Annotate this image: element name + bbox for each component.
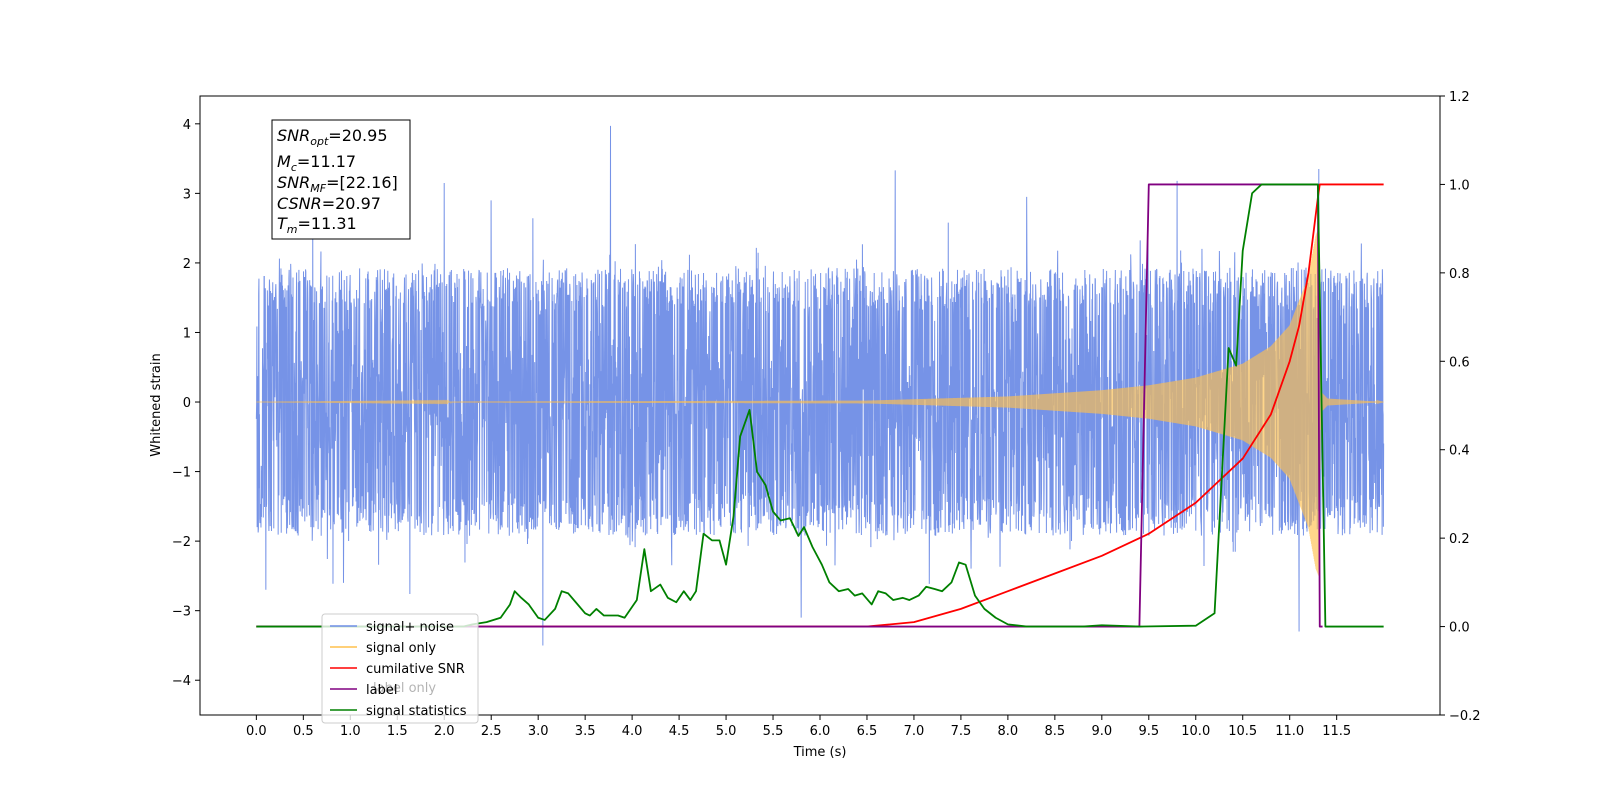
y-tick-label: 2 xyxy=(183,257,191,272)
x-tick-label: 7.0 xyxy=(904,724,925,739)
y-tick-label: −1 xyxy=(172,466,191,481)
legend-frame xyxy=(321,613,479,724)
x-tick-label: 1.0 xyxy=(340,724,361,739)
x-tick-label: 8.0 xyxy=(998,724,1019,739)
y-tick-label: 0 xyxy=(183,396,191,411)
x-tick-label: 11.0 xyxy=(1275,724,1304,739)
legend: label only signal+ noise signal only cumila… xyxy=(321,613,479,724)
info-value: =20.97 xyxy=(322,194,381,213)
info-box-frame xyxy=(271,119,411,240)
x-tick-label: 10.5 xyxy=(1228,724,1257,739)
y2-tick-label: 1.2 xyxy=(1449,90,1470,105)
info-symbol: M xyxy=(277,152,291,171)
x-tick-label: 5.0 xyxy=(716,724,737,739)
x-tick-label: 4.5 xyxy=(669,724,690,739)
legend-label: signal only xyxy=(366,641,436,656)
x-tick-label: 11.5 xyxy=(1322,724,1351,739)
y-tick-label: −4 xyxy=(172,674,191,689)
y2-tick-label: 0.2 xyxy=(1449,532,1470,547)
x-tick-label: 10.0 xyxy=(1181,724,1210,739)
info-value: =20.95 xyxy=(328,126,387,145)
x-tick-label: 8.5 xyxy=(1045,724,1066,739)
x-tick-label: 5.5 xyxy=(763,724,784,739)
x-axis-label: Time (s) xyxy=(793,745,847,760)
info-symbol: SNR xyxy=(277,173,310,192)
y2-tick-label: −0.2 xyxy=(1449,709,1481,724)
info-line: Mc=11.17 xyxy=(277,152,356,174)
info-line: SNRMF=[22.16] xyxy=(277,173,398,195)
x-tick-label: 9.5 xyxy=(1138,724,1159,739)
info-line: SNRopt=20.95 xyxy=(277,126,388,148)
series-layer xyxy=(255,125,1385,646)
info-symbol: SNR xyxy=(277,126,310,145)
info-line: Tm=11.31 xyxy=(277,214,357,236)
y2-tick-label: 0.4 xyxy=(1449,444,1470,459)
x-tick-label: 6.0 xyxy=(810,724,831,739)
x-tick-label: 6.5 xyxy=(857,724,878,739)
y-axis-right: 1.2 1.0 0.8 0.6 0.4 0.2 0.0 −0.2 xyxy=(1440,90,1481,724)
y-tick-label: −2 xyxy=(172,535,191,550)
x-tick-label: 7.5 xyxy=(951,724,972,739)
series-line-signal-only xyxy=(256,229,1384,576)
legend-label: cumilative SNR xyxy=(366,662,465,677)
x-tick-label: 0.0 xyxy=(246,724,267,739)
legend-occluded-text: label only xyxy=(373,681,436,696)
x-tick-label: 2.0 xyxy=(434,724,455,739)
info-subscript: m xyxy=(287,223,298,236)
info-subscript: MF xyxy=(310,182,326,195)
x-tick-label: 2.5 xyxy=(481,724,502,739)
series-line-signal-noise xyxy=(255,125,1385,646)
y2-tick-label: 0.0 xyxy=(1449,621,1470,636)
info-symbol: T xyxy=(277,214,288,233)
x-tick-label: 4.0 xyxy=(622,724,643,739)
info-symbol: CSNR xyxy=(277,194,322,213)
legend-label: signal statistics xyxy=(366,704,467,719)
y2-tick-label: 0.8 xyxy=(1449,267,1470,282)
legend-label: signal+ noise xyxy=(366,620,454,635)
info-subscript: opt xyxy=(310,135,329,148)
y-tick-label: 3 xyxy=(183,187,191,202)
series-line-label xyxy=(256,183,1323,628)
info-value: =[22.16] xyxy=(326,173,398,192)
y-tick-label: 4 xyxy=(183,118,191,133)
x-tick-label: 1.5 xyxy=(387,724,408,739)
info-value: =11.31 xyxy=(298,214,357,233)
x-tick-label: 0.5 xyxy=(293,724,314,739)
info-subscript: c xyxy=(291,161,297,174)
y-axis-left: 4 3 2 1 0 −1 −2 −3 −4 xyxy=(172,118,200,689)
series-line-cumulative-snr xyxy=(256,183,1384,628)
y-tick-label: −3 xyxy=(172,605,191,620)
y2-tick-label: 0.6 xyxy=(1449,355,1470,370)
y-axis-label: Whitened strain xyxy=(149,353,164,456)
y2-tick-label: 1.0 xyxy=(1449,178,1470,193)
x-tick-label: 9.0 xyxy=(1091,724,1112,739)
legend-label: label xyxy=(366,683,397,698)
x-axis: 0.0 0.5 1.0 1.5 2.0 2.5 3.0 3.5 4.0 4.5 5.0 5.5 6.0 6… xyxy=(246,715,1351,739)
x-tick-label: 3.5 xyxy=(575,724,596,739)
info-value: =11.17 xyxy=(297,152,356,171)
x-tick-label: 3.0 xyxy=(528,724,549,739)
info-line: CSNR=20.97 xyxy=(277,194,381,213)
info-box: SNRopt=20.95Mc=11.17SNRMF=[22.16]CSNR=20… xyxy=(271,119,411,240)
y-tick-label: 1 xyxy=(183,326,191,341)
series-line-signal-statistics xyxy=(256,183,1384,628)
